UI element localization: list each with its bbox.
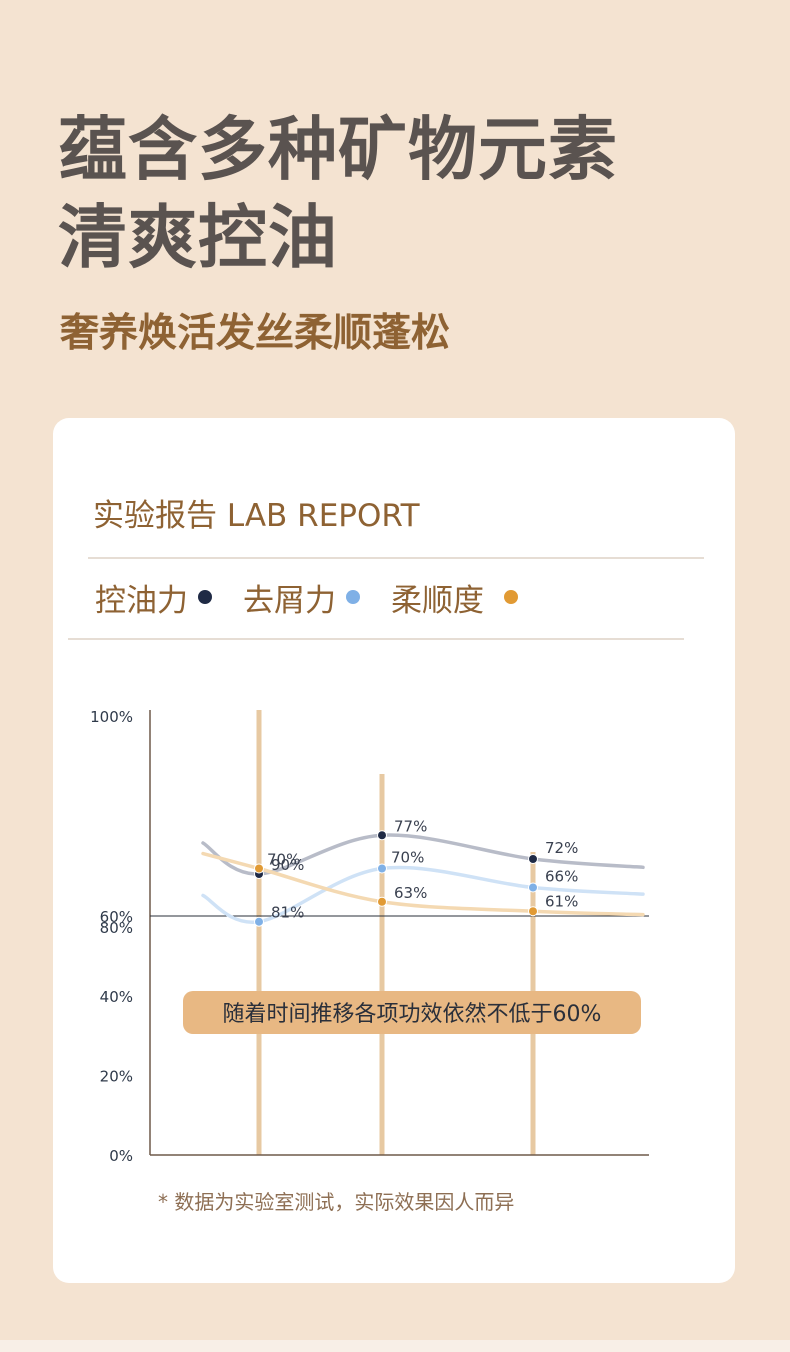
legend-dot-smoothness (504, 590, 518, 604)
legend-label-smoothness: 柔顺度 (391, 582, 484, 619)
data-point (528, 906, 538, 917)
legend-item-smoothness: 柔顺度 (391, 575, 518, 620)
data-label: 70% (391, 849, 424, 867)
legend-label-dandruff: 去屑力 (243, 582, 336, 619)
bottom-strip (0, 1340, 790, 1352)
data-point (254, 863, 264, 874)
legend-dot-oil-control (198, 590, 212, 604)
callout-badge (183, 991, 641, 1034)
legend-item-dandruff: 去屑力 (243, 575, 360, 620)
data-point (377, 830, 387, 841)
report-title: 实验报告 LAB REPORT (93, 498, 420, 534)
legend-item-oil-control: 控油力 (95, 575, 212, 620)
headline-line-2: 清爽控油 (58, 197, 338, 278)
series-line-2 (201, 865, 645, 924)
legend-dot-dandruff (346, 590, 360, 604)
y-tick-label: 0% (109, 1147, 133, 1165)
data-label: 66% (545, 868, 578, 886)
data-label: 70% (267, 851, 300, 869)
y-tick-label: 40% (100, 988, 133, 1006)
data-point (528, 882, 538, 893)
data-point (254, 916, 264, 927)
callout-text: 随着时间推移各项功效依然不低于60% (223, 1002, 602, 1027)
headline: 蕴含多种矿物元素 清爽控油 (58, 106, 618, 282)
chart-legend: 控油力 去屑力 柔顺度 (95, 575, 549, 620)
y-tick-label: 80% (100, 919, 133, 937)
timeline-bar-2 (379, 774, 385, 1155)
data-label: 81% (271, 904, 304, 922)
headline-line-1: 蕴含多种矿物元素 (58, 109, 618, 190)
y-tick-label: 100% (90, 708, 133, 726)
divider-bottom (68, 638, 684, 640)
legend-label-oil-control: 控油力 (95, 582, 188, 619)
data-label: 61% (545, 892, 578, 910)
data-point (377, 863, 387, 874)
y-tick-label: 20% (100, 1067, 133, 1085)
divider-top (88, 557, 704, 559)
series-line-1 (201, 833, 645, 876)
data-label: 90% (271, 856, 304, 874)
y-tick-label: 60% (100, 908, 133, 926)
timeline-bar-1 (256, 710, 262, 1155)
data-point (528, 854, 538, 864)
data-label: 72% (545, 839, 578, 857)
data-label: 63% (394, 884, 427, 902)
efficacy-chart: 100% 80%60% 40% 20% 0% 90% 77% 72% 81% 70% 66% 70% 6… (90, 708, 649, 1165)
data-label: 77% (394, 817, 427, 835)
lab-report-card: 实验报告 LAB REPORT 控油力 去屑力 柔顺度 100% 80% 60% 40… (53, 418, 735, 1283)
subheadline: 奢养焕活发丝柔顺蓬松 (60, 310, 451, 356)
footnote: * 数据为实验室测试，实际效果因人而异 (158, 1190, 515, 1214)
data-point (377, 896, 387, 907)
